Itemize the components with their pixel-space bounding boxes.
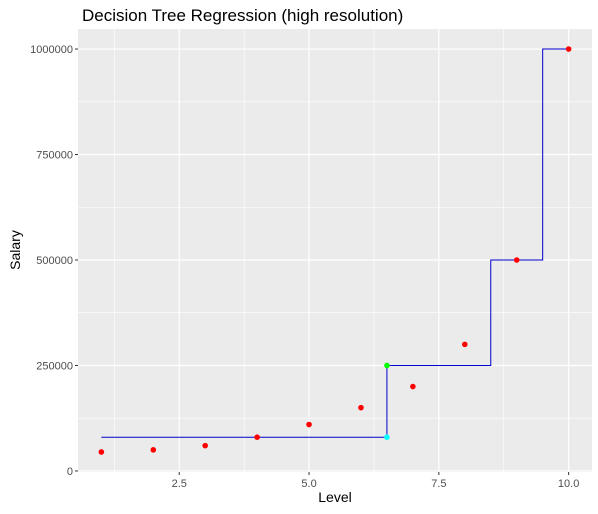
y-tick-label: 1000000 — [30, 44, 73, 56]
highlight-point — [384, 434, 390, 440]
data-point — [98, 449, 105, 455]
chart-title: Decision Tree Regression (high resolutio… — [82, 6, 404, 25]
x-axis-title: Level — [318, 489, 351, 505]
x-tick-label: 10.0 — [558, 478, 579, 490]
y-tick-label: 250000 — [36, 360, 73, 372]
axes: 2.5 5.0 7.5 10.0 0 250000 500000 750000 1000000 — [30, 44, 579, 490]
data-point — [513, 257, 520, 263]
y-axis-title: Salary — [7, 230, 23, 270]
x-tick-label: 7.5 — [431, 478, 446, 490]
step-line-layer — [101, 48, 569, 438]
plot-panel — [78, 29, 592, 472]
y-tick-label: 500000 — [36, 255, 73, 267]
data-point — [410, 383, 416, 390]
points-layer — [98, 46, 572, 455]
data-point — [202, 442, 209, 449]
highlight-point — [384, 362, 390, 369]
data-point — [461, 341, 468, 348]
step-line — [101, 48, 569, 438]
data-point — [565, 46, 572, 52]
data-point — [254, 434, 260, 440]
data-point — [150, 447, 157, 453]
x-tick-label: 2.5 — [172, 478, 187, 490]
y-tick-label: 0 — [67, 466, 73, 478]
y-tick-label: 750000 — [36, 150, 73, 162]
data-point — [358, 404, 364, 411]
x-tick-label: 5.0 — [301, 478, 316, 490]
data-point — [306, 421, 312, 428]
